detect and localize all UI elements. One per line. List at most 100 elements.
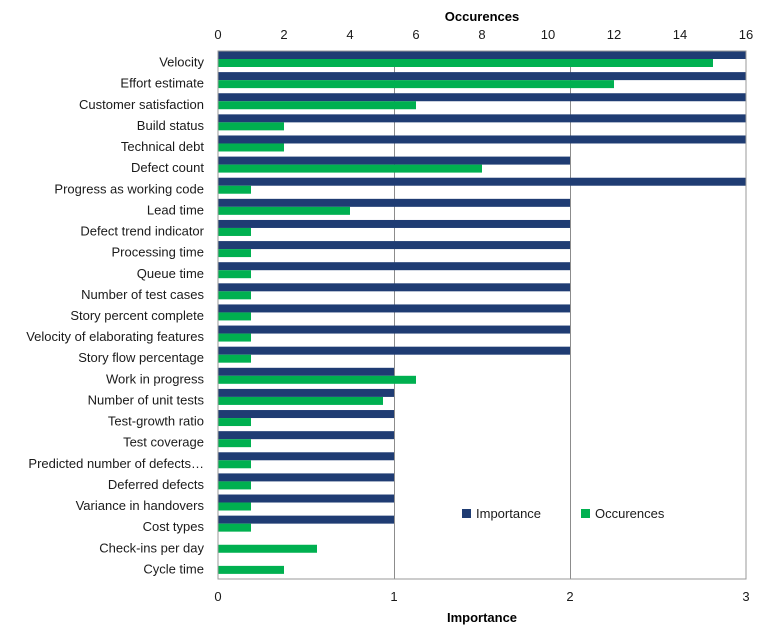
plot-area bbox=[217, 50, 747, 580]
importance-bar-8 bbox=[218, 219, 570, 228]
legend-label-1: Occurences bbox=[595, 506, 665, 521]
occurences-bar-2 bbox=[218, 101, 416, 110]
occurences-bar-20 bbox=[218, 481, 251, 490]
category-label-21: Variance in handovers bbox=[76, 498, 205, 513]
importance-bar-1 bbox=[218, 72, 746, 81]
occurences-bar-13 bbox=[218, 333, 251, 342]
top-axis-title: Occurences bbox=[445, 9, 519, 24]
importance-bar-19 bbox=[218, 452, 394, 461]
occurences-bar-3 bbox=[218, 122, 284, 131]
occurences-bar-22 bbox=[218, 523, 251, 532]
importance-bar-13 bbox=[218, 325, 570, 334]
category-label-20: Deferred defects bbox=[108, 477, 205, 492]
top-tick-label-6: 12 bbox=[607, 27, 621, 42]
occurences-bar-19 bbox=[218, 460, 251, 469]
importance-bar-2 bbox=[218, 93, 746, 102]
occurences-bar-8 bbox=[218, 227, 251, 236]
importance-bar-21 bbox=[218, 494, 394, 503]
occurences-bar-6 bbox=[218, 185, 251, 194]
importance-bar-12 bbox=[218, 304, 570, 313]
importance-bar-4 bbox=[218, 135, 746, 144]
category-label-5: Defect count bbox=[131, 160, 204, 175]
bottom-tick-label-0: 0 bbox=[214, 589, 221, 604]
category-label-4: Technical debt bbox=[121, 139, 204, 154]
importance-bar-14 bbox=[218, 346, 570, 355]
category-label-2: Customer satisfaction bbox=[79, 97, 204, 112]
top-tick-label-1: 2 bbox=[280, 27, 287, 42]
category-label-9: Processing time bbox=[112, 245, 204, 260]
category-label-8: Defect trend indicator bbox=[80, 224, 204, 239]
importance-bar-15 bbox=[218, 367, 394, 376]
importance-bar-22 bbox=[218, 515, 394, 524]
occurences-bar-23 bbox=[218, 544, 317, 553]
bottom-tick-label-1: 1 bbox=[390, 589, 397, 604]
category-label-19: Predicted number of defects… bbox=[28, 456, 204, 471]
bottom-axis-ticks: 0 1 2 3 bbox=[214, 589, 749, 604]
bars-layer bbox=[218, 51, 746, 574]
occurences-bar-10 bbox=[218, 270, 251, 279]
importance-bar-18 bbox=[218, 431, 394, 440]
legend-swatch-0 bbox=[462, 509, 471, 518]
importance-bar-16 bbox=[218, 388, 394, 397]
occurences-bar-1 bbox=[218, 80, 614, 89]
category-label-11: Number of test cases bbox=[81, 287, 204, 302]
category-label-24: Cycle time bbox=[143, 561, 204, 576]
category-label-22: Cost types bbox=[143, 519, 205, 534]
importance-bar-5 bbox=[218, 156, 570, 165]
importance-bar-3 bbox=[218, 114, 746, 123]
top-tick-label-5: 10 bbox=[541, 27, 555, 42]
category-label-16: Number of unit tests bbox=[88, 392, 205, 407]
top-tick-label-0: 0 bbox=[214, 27, 221, 42]
occurences-bar-11 bbox=[218, 291, 251, 300]
bottom-tick-label-3: 3 bbox=[742, 589, 749, 604]
category-label-7: Lead time bbox=[147, 202, 204, 217]
importance-bar-17 bbox=[218, 410, 394, 419]
importance-bar-0 bbox=[218, 51, 746, 59]
category-label-1: Effort estimate bbox=[120, 76, 204, 91]
importance-bar-7 bbox=[218, 198, 570, 207]
legend: Importance Occurences bbox=[462, 506, 665, 521]
category-label-0: Velocity bbox=[159, 55, 204, 70]
top-tick-label-7: 14 bbox=[673, 27, 687, 42]
occurences-bar-7 bbox=[218, 206, 350, 215]
occurences-bar-14 bbox=[218, 354, 251, 363]
top-tick-label-3: 6 bbox=[412, 27, 419, 42]
occurences-bar-17 bbox=[218, 418, 251, 427]
occurences-bar-5 bbox=[218, 164, 482, 173]
importance-bar-9 bbox=[218, 241, 570, 250]
occurences-bar-0 bbox=[218, 59, 713, 67]
legend-label-0: Importance bbox=[476, 506, 541, 521]
top-tick-label-2: 4 bbox=[346, 27, 353, 42]
bottom-axis-title: Importance bbox=[447, 610, 517, 625]
importance-bar-6 bbox=[218, 177, 746, 186]
importance-bar-10 bbox=[218, 262, 570, 271]
importance-bar-11 bbox=[218, 283, 570, 292]
occurences-bar-15 bbox=[218, 375, 416, 384]
category-label-14: Story flow percentage bbox=[78, 350, 204, 365]
category-label-6: Progress as working code bbox=[54, 181, 204, 196]
top-tick-label-4: 8 bbox=[478, 27, 485, 42]
legend-swatch-1 bbox=[581, 509, 590, 518]
category-label-13: Velocity of elaborating features bbox=[26, 329, 204, 344]
top-tick-label-8: 16 bbox=[739, 27, 753, 42]
occurences-bar-21 bbox=[218, 502, 251, 511]
category-label-12: Story percent complete bbox=[70, 308, 204, 323]
category-label-23: Check-ins per day bbox=[99, 540, 204, 555]
bottom-tick-label-2: 2 bbox=[566, 589, 573, 604]
top-axis-ticks: 0 2 4 6 8 10 12 14 16 bbox=[214, 27, 753, 42]
category-label-18: Test coverage bbox=[123, 435, 204, 450]
occurences-bar-24 bbox=[218, 565, 284, 574]
category-label-10: Queue time bbox=[137, 266, 204, 281]
occurences-bar-16 bbox=[218, 396, 383, 405]
occurences-bar-18 bbox=[218, 439, 251, 448]
category-label-15: Work in progress bbox=[106, 371, 205, 386]
occurences-bar-4 bbox=[218, 143, 284, 152]
occurences-bar-9 bbox=[218, 249, 251, 258]
category-labels: Velocity Effort estimate Customer satisfac… bbox=[26, 55, 204, 577]
category-label-3: Build status bbox=[137, 118, 205, 133]
category-label-17: Test-growth ratio bbox=[108, 414, 204, 429]
occurences-bar-12 bbox=[218, 312, 251, 321]
importance-bar-20 bbox=[218, 473, 394, 482]
grid-layer bbox=[394, 51, 571, 579]
